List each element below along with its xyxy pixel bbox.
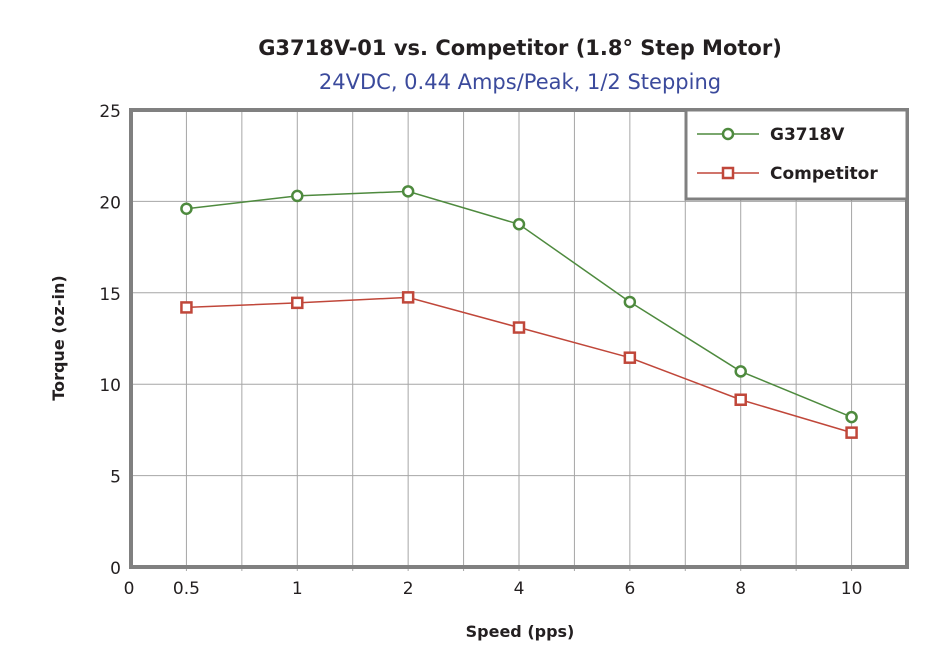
y-tick-label: 15 xyxy=(99,285,121,305)
data-point-g3718v xyxy=(401,185,415,198)
data-point-g3718v xyxy=(180,202,193,215)
y-axis-label: Torque (oz-in) xyxy=(49,275,68,400)
data-point-g3718v xyxy=(734,365,747,378)
legend: G3718V Competitor xyxy=(684,108,909,201)
legend-marker xyxy=(721,127,735,141)
data-point-competitor xyxy=(401,291,415,304)
x-tick-label: 0 xyxy=(124,579,135,599)
x-tick-label: 8 xyxy=(735,579,746,599)
data-point-g3718v xyxy=(623,295,637,309)
legend-marker xyxy=(721,166,735,180)
data-point-competitor xyxy=(291,296,304,310)
y-tick-label: 25 xyxy=(99,102,121,122)
plot-frame xyxy=(129,108,909,569)
x-tick-label: 0.5 xyxy=(173,579,200,599)
x-tick-label: 6 xyxy=(624,579,635,599)
x-tick-label: 10 xyxy=(841,579,863,599)
data-point-competitor xyxy=(734,393,747,406)
x-axis-label: Speed (pps) xyxy=(466,622,575,641)
tick-labels: 0 5 10 15 20 25 0 0.5 1 2 4 6 8 10 xyxy=(99,102,862,599)
x-tick-label: 1 xyxy=(292,579,303,599)
y-tick-label: 5 xyxy=(110,468,121,488)
legend-box xyxy=(684,108,909,201)
data-point-competitor xyxy=(623,351,637,364)
data-point-competitor xyxy=(512,321,526,334)
legend-label: Competitor xyxy=(770,164,878,184)
series-layer xyxy=(180,185,858,439)
y-tick-label: 20 xyxy=(99,193,121,213)
x-tick-label: 4 xyxy=(514,579,525,599)
y-tick-label: 10 xyxy=(99,376,121,396)
data-point-competitor xyxy=(180,301,193,314)
y-tick-label: 0 xyxy=(110,559,121,579)
data-point-competitor xyxy=(845,426,858,439)
chart-title: G3718V-01 vs. Competitor (1.8° Step Moto… xyxy=(258,36,782,60)
legend-label: G3718V xyxy=(770,125,845,145)
x-tick-label: 2 xyxy=(403,579,414,599)
chart-subtitle: 24VDC, 0.44 Amps/Peak, 1/2 Stepping xyxy=(319,70,721,94)
data-point-g3718v xyxy=(291,189,304,203)
data-point-g3718v xyxy=(845,410,858,424)
data-point-g3718v xyxy=(512,218,526,231)
